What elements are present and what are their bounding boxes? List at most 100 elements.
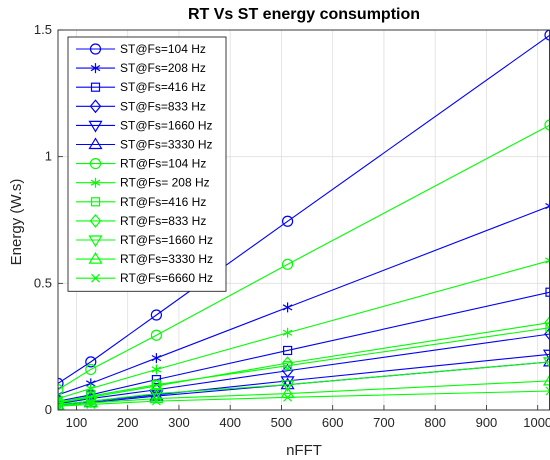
data-point-square (90, 197, 101, 207)
data-point-circle (544, 119, 550, 131)
data-point-circle (85, 356, 97, 368)
series-rt-fs-104-hz (58, 119, 550, 396)
legend-label: ST@Fs=104 Hz (120, 42, 206, 56)
legend-label: RT@Fs=104 Hz (120, 157, 206, 171)
data-point-circle (150, 329, 162, 341)
series-st-fs-104-hz (58, 30, 550, 389)
data-point-asterisk (151, 353, 162, 364)
series-line (58, 124, 550, 391)
x-tick-label: 800 (424, 415, 446, 430)
x-tick-label: 200 (117, 415, 139, 430)
x-tick-label: 300 (168, 415, 190, 430)
legend-label: ST@Fs=416 Hz (120, 80, 206, 94)
data-point-diamond (89, 99, 102, 114)
data-point-circle (282, 258, 294, 270)
x-tick-label: 1000 (523, 415, 550, 430)
data-point-x (91, 273, 100, 283)
data-point-asterisk (545, 255, 550, 266)
y-tick-label: 1 (45, 149, 52, 164)
legend-item: RT@Fs=104 Hz (76, 157, 206, 171)
legend-label: ST@Fs=1660 Hz (120, 118, 213, 132)
legend-label: RT@Fs=833 Hz (120, 214, 206, 228)
x-tick-label: 100 (66, 415, 88, 430)
data-point-circle (85, 363, 97, 376)
data-point-diamond (281, 356, 294, 371)
y-tick-label: 0.5 (34, 275, 52, 290)
data-point-circle (150, 309, 162, 321)
data-point-diamond (89, 213, 102, 228)
data-point-asterisk (282, 302, 293, 313)
data-point-x (545, 386, 550, 396)
y-axis-label: Energy (W.s) (8, 179, 25, 266)
data-point-triangle-down (88, 120, 103, 133)
data-point-x (86, 400, 96, 409)
legend: ST@Fs=104 Hz ST@Fs=208 Hz ST@Fs=416 Hz ST@F… (67, 36, 227, 292)
data-point-x (58, 401, 63, 410)
legend-item: RT@Fs=1660 Hz (76, 233, 213, 248)
data-point-circle (544, 30, 550, 41)
data-point-triangle-down (542, 349, 550, 362)
data-point-asterisk (545, 201, 550, 212)
data-point-circle (282, 215, 294, 227)
data-point-circle (89, 158, 102, 170)
x-axis-label: nFFT (286, 442, 322, 459)
legend-item: RT@Fs=3330 Hz (76, 251, 213, 266)
legend-item: ST@Fs=416 Hz (76, 80, 206, 94)
legend-item: ST@Fs=104 Hz (76, 42, 206, 56)
legend-item: ST@Fs=1660 Hz (76, 118, 213, 133)
y-tick-label: 0 (45, 402, 52, 417)
data-point-triangle-down (280, 380, 295, 392)
data-point-asterisk (282, 327, 293, 338)
data-point-asterisk (151, 364, 162, 375)
series-line (58, 322, 550, 404)
data-point-circle (89, 43, 102, 55)
legend-item: ST@Fs=833 Hz (76, 99, 206, 113)
legend-label: RT@Fs=6660 Hz (120, 271, 213, 285)
legend-box (67, 36, 227, 292)
x-tick-label: 900 (476, 415, 498, 430)
data-point-asterisk (90, 63, 101, 74)
data-point-square (283, 345, 293, 356)
data-point-circle (58, 377, 64, 389)
data-point-triangle-up (88, 251, 103, 264)
legend-label: ST@Fs=208 Hz (120, 61, 206, 75)
legend-label: ST@Fs=3330 Hz (120, 138, 213, 152)
x-tick-label: 500 (271, 415, 293, 430)
data-point-diamond (544, 315, 550, 330)
legend-label: ST@Fs=833 Hz (120, 99, 206, 113)
data-point-triangle-up (542, 354, 550, 367)
data-point-asterisk (90, 177, 101, 188)
legend-item: RT@Fs= 208 Hz (76, 176, 210, 190)
data-point-triangle-up (88, 137, 103, 150)
legend-item: RT@Fs=6660 Hz (76, 271, 213, 285)
data-point-triangle-down (280, 376, 295, 389)
y-tick-label: 1.5 (34, 22, 52, 37)
legend-label: RT@Fs= 208 Hz (120, 176, 210, 190)
data-point-triangle-down (542, 357, 550, 370)
series-layer (58, 30, 550, 410)
data-point-square (545, 323, 550, 333)
series-line (58, 34, 550, 384)
chart-title: RT Vs ST energy consumption (188, 6, 420, 23)
data-point-triangle-down (88, 235, 103, 248)
data-point-triangle-up (58, 398, 66, 410)
legend-label: RT@Fs=1660 Hz (120, 233, 213, 247)
legend-item: RT@Fs=416 Hz (76, 195, 206, 209)
legend-item: RT@Fs=833 Hz (76, 214, 206, 228)
legend-item: ST@Fs=3330 Hz (76, 137, 213, 152)
legend-label: RT@Fs=416 Hz (120, 195, 206, 209)
series-line (58, 380, 550, 406)
data-point-square (545, 287, 550, 297)
data-point-triangle-up (542, 373, 550, 386)
data-point-circle (58, 384, 64, 396)
data-point-x (283, 392, 293, 402)
series-line (58, 327, 550, 403)
legend-label: RT@Fs=3330 Hz (120, 252, 213, 266)
x-tick-label: 400 (219, 415, 241, 430)
x-tick-label: 700 (373, 415, 395, 430)
data-point-square (90, 82, 101, 92)
data-point-triangle-down (149, 388, 164, 401)
x-tick-label: 600 (322, 415, 344, 430)
series-rt-fs-6660-hz (58, 386, 550, 410)
